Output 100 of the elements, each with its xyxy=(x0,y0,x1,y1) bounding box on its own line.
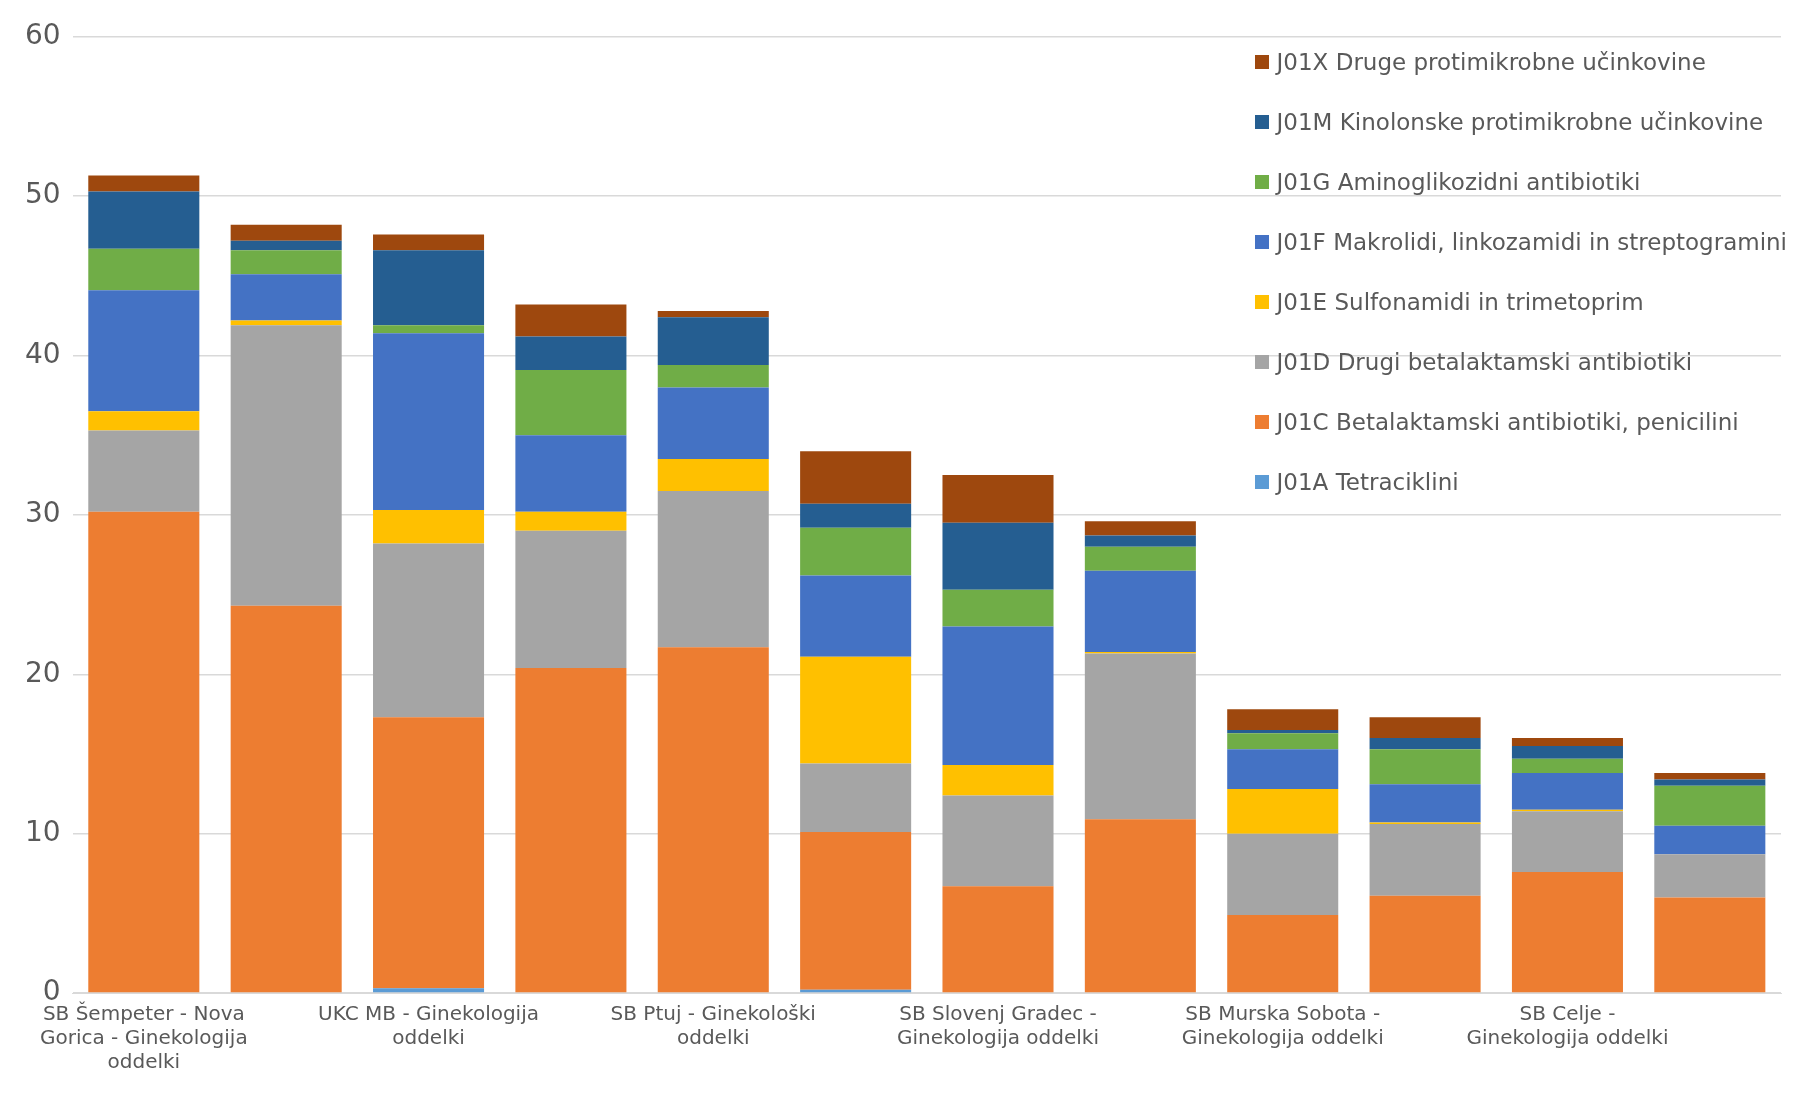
bar xyxy=(942,795,1054,887)
bar xyxy=(1227,914,1339,993)
bar xyxy=(1369,749,1481,785)
bar xyxy=(800,503,912,528)
legend-label: J01G Aminoglikozidni antibiotiki xyxy=(1276,168,1641,197)
bar xyxy=(230,325,342,606)
bar xyxy=(230,224,342,241)
y-tick-label: 30 xyxy=(24,496,61,530)
y-tick-label: 50 xyxy=(24,177,61,211)
legend-label: J01A Tetraciklini xyxy=(1276,468,1459,497)
bar xyxy=(942,589,1054,627)
bar xyxy=(657,310,769,318)
bar xyxy=(515,304,627,337)
bar xyxy=(1227,709,1339,731)
bar xyxy=(657,647,769,993)
bar xyxy=(373,250,485,326)
bar xyxy=(657,491,769,648)
bar xyxy=(373,717,485,989)
bar xyxy=(1511,738,1623,746)
bar xyxy=(1227,749,1339,790)
x-tick-label: SB Ptuj - Ginekološki oddelki xyxy=(610,1001,816,1050)
bar xyxy=(800,451,912,504)
bar xyxy=(1084,570,1196,652)
bar xyxy=(88,511,200,993)
bar xyxy=(88,175,200,192)
bar xyxy=(1227,730,1339,734)
x-tick-label: SB Celje - Ginekologija oddelki xyxy=(1466,1001,1669,1050)
bar xyxy=(373,510,485,544)
bar xyxy=(657,365,769,388)
bar xyxy=(657,387,769,460)
bar xyxy=(1654,773,1766,780)
bar xyxy=(88,411,200,431)
y-tick-label: 40 xyxy=(24,336,61,370)
legend-label: J01F Makrolidi, linkozamidi in streptogramini xyxy=(1276,228,1787,257)
bar xyxy=(1227,833,1339,915)
bar xyxy=(942,626,1054,766)
bar xyxy=(1369,717,1481,739)
x-tick-label: SB Šempeter - Nova Gorica - Ginekologija oddelki xyxy=(39,1001,248,1074)
bar xyxy=(1369,738,1481,750)
y-tick-label: 10 xyxy=(24,814,61,848)
y-tick-label: 60 xyxy=(24,18,61,52)
bar xyxy=(942,886,1054,993)
bar xyxy=(1084,546,1196,571)
y-tick-label: 20 xyxy=(24,655,61,689)
bar xyxy=(1511,871,1623,993)
legend-label: J01C Betalaktamski antibiotiki, penicilini xyxy=(1276,408,1739,437)
bar xyxy=(88,430,200,512)
bar xyxy=(1511,773,1623,810)
bar xyxy=(515,511,627,531)
bar xyxy=(515,667,627,993)
legend-label: J01E Sulfonamidi in trimetoprim xyxy=(1276,288,1644,317)
legend-label: J01D Drugi betalaktamski antibiotiki xyxy=(1276,348,1693,377)
bar xyxy=(1511,811,1623,872)
x-tick-label: SB Slovenj Gradec - Ginekologija oddelki xyxy=(897,1001,1099,1050)
bar xyxy=(1084,819,1196,993)
bar xyxy=(515,530,627,668)
bar xyxy=(942,522,1054,590)
bar xyxy=(800,527,912,576)
bar xyxy=(800,575,912,657)
bar xyxy=(373,543,485,718)
bar xyxy=(942,765,1054,796)
bar xyxy=(800,656,912,764)
bar xyxy=(230,320,342,326)
bar xyxy=(230,274,342,321)
legend-label: J01M Kinolonske protimikrobne učinkovine xyxy=(1276,108,1764,137)
bar xyxy=(230,240,342,251)
bar xyxy=(88,290,200,412)
x-tick-label: UKC MB - Ginekologija oddelki xyxy=(318,1001,539,1050)
bar xyxy=(1084,653,1196,820)
bar xyxy=(657,317,769,366)
bar xyxy=(1511,745,1623,759)
bar xyxy=(1654,854,1766,898)
bar xyxy=(88,248,200,291)
bar xyxy=(942,475,1054,523)
bar xyxy=(1084,521,1196,536)
bar xyxy=(88,191,200,249)
bar xyxy=(515,336,627,370)
bar xyxy=(1369,824,1481,896)
bar xyxy=(1654,897,1766,993)
legend-label: J01X Druge protimikrobne učinkovine xyxy=(1276,48,1706,77)
bar xyxy=(800,832,912,990)
bar xyxy=(1654,779,1766,786)
bar xyxy=(373,988,485,993)
bar xyxy=(1369,895,1481,993)
bar xyxy=(515,369,627,436)
bar xyxy=(1084,535,1196,547)
bar xyxy=(515,435,627,512)
bar xyxy=(230,250,342,275)
bar xyxy=(657,459,769,491)
bar xyxy=(373,325,485,334)
bar xyxy=(1227,733,1339,750)
bar xyxy=(1654,825,1766,855)
bar xyxy=(230,605,342,993)
bar xyxy=(373,234,485,251)
bar xyxy=(1654,785,1766,826)
bar xyxy=(1369,784,1481,823)
bar xyxy=(800,763,912,833)
x-tick-label: SB Murska Sobota - Ginekologija oddelki xyxy=(1181,1001,1384,1050)
bar xyxy=(1227,789,1339,834)
bar xyxy=(373,333,485,511)
